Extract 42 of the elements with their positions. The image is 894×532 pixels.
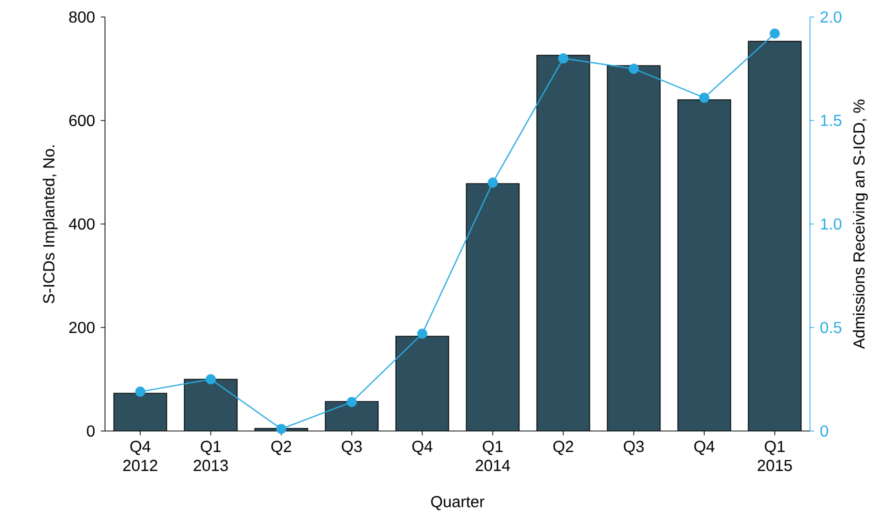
point <box>699 92 710 103</box>
x-tick-label: Q1 2015 <box>758 440 792 472</box>
x-tick-label: Q3 <box>624 440 644 455</box>
x-tick-label: Q4 <box>694 440 714 455</box>
point <box>770 28 780 39</box>
y2-tick-label: 0 <box>820 425 828 437</box>
x-tick-label: Q1 2013 <box>194 440 228 472</box>
bar <box>184 379 238 431</box>
y2-tick-label: 0.5 <box>820 322 842 334</box>
y2-axis-title: Admissions Receiving an S-ICD, % <box>852 100 868 349</box>
bar <box>678 100 731 431</box>
y2-tick-label: 1.0 <box>821 218 842 230</box>
bar <box>607 66 660 431</box>
point <box>488 177 498 188</box>
point <box>206 374 216 384</box>
bar <box>396 336 449 431</box>
bar <box>325 401 378 431</box>
bar <box>536 55 590 431</box>
x-tick-label: Q4 <box>412 440 432 455</box>
x-tick-label: Q2 <box>553 440 574 455</box>
x-tick-label: Q1 2014 <box>476 440 510 472</box>
y-axis-title: S-ICDs Implanted, No. <box>42 145 58 304</box>
point <box>417 328 428 339</box>
y-tick-label: 600 <box>69 114 95 126</box>
x-axis-title: Quarter <box>431 496 484 510</box>
x-tick-label: Q3 <box>342 440 362 455</box>
point <box>346 396 357 408</box>
x-tick-label: Q4 2012 <box>123 440 158 472</box>
y2-tick-label: 2.0 <box>820 11 842 23</box>
point <box>558 53 568 64</box>
y-tick-label: 400 <box>68 218 95 230</box>
bar <box>748 40 802 431</box>
x-tick-label: Q2 <box>271 440 292 455</box>
point <box>628 64 639 74</box>
point <box>135 386 146 397</box>
y-tick-label: 200 <box>69 322 95 334</box>
bar <box>114 393 167 431</box>
y-tick-label: 800 <box>69 11 95 23</box>
bar <box>466 184 520 431</box>
y-tick-label: 0 <box>86 425 95 437</box>
point <box>276 424 286 434</box>
y2-tick-label: 1.5 <box>821 114 842 126</box>
